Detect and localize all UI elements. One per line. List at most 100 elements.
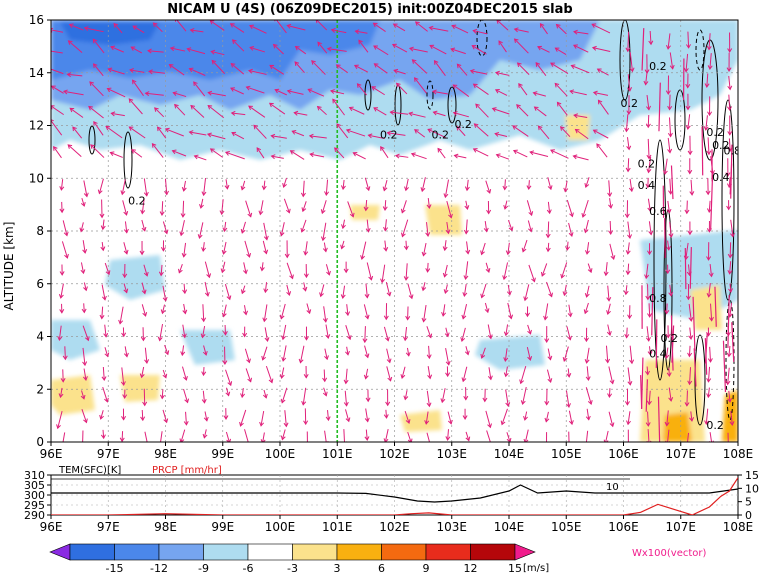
wind-vector-head: [316, 105, 322, 111]
wind-vector: [368, 134, 385, 140]
wind-vector: [256, 147, 265, 159]
wind-vector: [124, 346, 128, 357]
wind-vector-head: [568, 232, 574, 238]
wind-vector-head: [683, 67, 689, 73]
wind-vector-head: [471, 45, 477, 50]
wind-vector: [271, 155, 284, 159]
wind-vector: [533, 92, 546, 97]
contour-line: [721, 99, 735, 301]
wind-vector-head: [626, 441, 631, 442]
x-tick-label: 104E: [494, 447, 525, 461]
wind-vector: [561, 262, 568, 278]
wind-vector-head: [89, 81, 94, 86]
wind-vector-head: [464, 350, 470, 356]
wind-vector-head: [182, 309, 188, 315]
wind-vector: [518, 83, 528, 96]
wind-vector: [596, 143, 608, 158]
wind-vector-head: [286, 291, 292, 297]
wind-vector: [102, 386, 108, 402]
wind-vector-head: [83, 418, 88, 424]
wind-vector-head: [707, 111, 713, 117]
colorbar-labels: -15 -12 -9 -6 -3 3 6 9 12 15: [106, 562, 522, 575]
wind-vector-head: [548, 292, 553, 298]
wind-vector-head: [685, 125, 691, 130]
wind-vector: [365, 283, 368, 298]
wind-vector: [317, 42, 328, 54]
wind-vector: [102, 429, 105, 439]
wind-vector: [262, 346, 268, 360]
wind-vector: [573, 44, 589, 53]
wind-vector: [170, 47, 186, 52]
wind-vector: [224, 284, 231, 300]
colorbar-swatch: [381, 543, 427, 561]
wind-vector: [427, 366, 431, 379]
wind-vector: [119, 306, 124, 324]
wind-vector-head: [544, 417, 550, 423]
wind-vector: [627, 74, 631, 91]
wind-vector: [387, 132, 406, 136]
wind-vector-head: [443, 193, 449, 199]
x-tick-label: 99E: [211, 447, 234, 461]
wind-vector: [646, 366, 649, 375]
contour-label: 0.2: [706, 419, 724, 432]
wind-vector-head: [145, 443, 149, 447]
wind-vector-head: [461, 377, 467, 383]
wind-vector: [363, 304, 369, 319]
wind-vector-head: [99, 414, 104, 420]
wind-vector: [404, 326, 408, 341]
wind-vector: [688, 303, 692, 321]
wind-vector: [555, 47, 567, 55]
wind-vector: [81, 390, 85, 399]
colorbar-swatch: [69, 543, 115, 561]
wind-vector: [164, 344, 169, 355]
wind-vector-head: [647, 313, 653, 318]
wind-vector: [225, 431, 230, 442]
wind-vector: [62, 220, 68, 236]
wind-vector: [447, 411, 452, 424]
wind-vector-head: [317, 41, 322, 47]
wind-vector-head: [356, 83, 362, 88]
wind-vector: [60, 179, 64, 190]
wind-vector: [554, 83, 568, 97]
wind-vector: [121, 367, 125, 386]
colorbar: -15 -12 -9 -6 -3 3 6 9 12 15 [m/s] Wx100(vector): [49, 543, 707, 575]
surface-x-tick-label: 98E: [154, 520, 177, 534]
wind-vector-head: [80, 269, 86, 275]
wind-vector-head: [425, 232, 431, 237]
wind-vector: [709, 264, 713, 277]
wind-vector: [568, 410, 573, 425]
wind-vector-head: [225, 151, 230, 156]
wind-vector: [507, 302, 512, 319]
wind-vector-head: [144, 359, 150, 364]
wind-vector-head: [281, 356, 287, 362]
wind-vector-head: [533, 106, 539, 111]
wind-vector: [651, 287, 654, 336]
wind-vector-head: [92, 63, 98, 69]
wind-vector: [164, 178, 168, 195]
wind-vector: [528, 264, 535, 282]
wind-vector-head: [383, 246, 389, 252]
wind-vector: [357, 83, 368, 96]
wind-vector: [593, 92, 609, 96]
wind-vector: [685, 53, 689, 72]
wind-vector-head: [158, 271, 164, 277]
wind-vector: [280, 222, 285, 236]
wind-vector: [148, 70, 165, 74]
colorbar-label: -15: [106, 562, 124, 575]
wind-vector: [728, 390, 731, 402]
wind-vector: [484, 220, 488, 232]
wind-vector-head: [283, 422, 289, 428]
wind-vector-head: [606, 310, 611, 315]
wind-vector-head: [450, 47, 456, 53]
wind-vector: [729, 283, 732, 293]
wind-vector: [183, 388, 189, 403]
wind-vector-head: [152, 22, 158, 28]
wind-vector-head: [386, 291, 392, 297]
x-tick-label: 100E: [265, 447, 296, 461]
wind-vector: [446, 221, 449, 234]
x-tick-label: 108E: [723, 447, 754, 461]
wind-vector-head: [585, 415, 591, 421]
wind-vector-head: [340, 294, 346, 300]
wind-vector: [684, 247, 687, 290]
wind-vector-head: [81, 444, 85, 447]
